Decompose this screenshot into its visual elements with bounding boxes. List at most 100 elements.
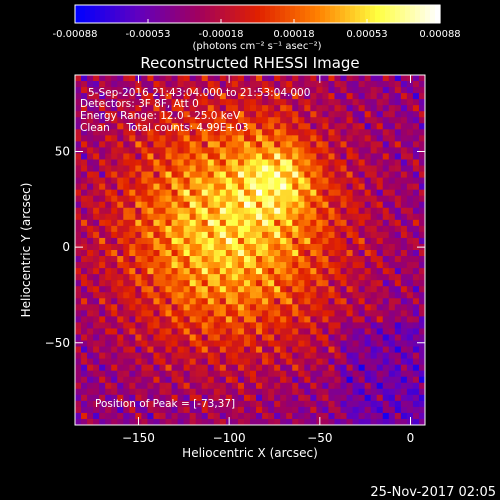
- heatmap-cell: [286, 153, 293, 160]
- heatmap-cell: [376, 213, 384, 221]
- colorbar-segment: [215, 5, 221, 23]
- heatmap-cell: [159, 388, 167, 396]
- heatmap-cell: [280, 153, 287, 160]
- heatmap-cell: [231, 394, 239, 402]
- colorbar-segment: [160, 5, 166, 23]
- heatmap-cell: [298, 280, 305, 287]
- heatmap-cell: [81, 165, 88, 173]
- heatmap-cell: [111, 237, 118, 245]
- heatmap-cell: [274, 328, 281, 335]
- heatmap-cell: [412, 334, 420, 342]
- heatmap-cell: [237, 237, 245, 245]
- heatmap-cell: [93, 400, 100, 408]
- heatmap-cell: [81, 262, 88, 269]
- heatmap-cell: [280, 117, 287, 124]
- heatmap-cell: [171, 322, 179, 329]
- heatmap-cell: [382, 165, 390, 173]
- heatmap-cell: [195, 418, 203, 426]
- heatmap-cell: [171, 207, 179, 215]
- heatmap-cell: [298, 171, 305, 179]
- heatmap-cell: [370, 328, 378, 335]
- heatmap-cell: [135, 298, 142, 305]
- heatmap-cell: [147, 219, 154, 227]
- heatmap-cell: [117, 256, 124, 263]
- heatmap-cell: [189, 153, 197, 160]
- heatmap-cell: [256, 262, 263, 269]
- heatmap-cell: [304, 243, 311, 251]
- heatmap-cell: [81, 243, 88, 251]
- heatmap-cell: [352, 141, 360, 148]
- heatmap-cell: [195, 340, 203, 348]
- heatmap-cell: [213, 286, 221, 293]
- heatmap-cell: [135, 165, 142, 173]
- heatmap-cell: [237, 274, 245, 281]
- heatmap-cell: [207, 346, 215, 354]
- heatmap-cell: [87, 388, 94, 396]
- heatmap-cell: [105, 316, 112, 323]
- heatmap-cell: [268, 250, 275, 257]
- heatmap-cell: [316, 231, 323, 239]
- heatmap-cell: [406, 304, 414, 311]
- heatmap-cell: [364, 189, 372, 197]
- heatmap-cell: [147, 225, 154, 233]
- colorbar-segment: [190, 5, 196, 23]
- heatmap-cell: [117, 292, 124, 299]
- colorbar-frame: [74, 4, 441, 24]
- heatmap-cell: [346, 304, 354, 311]
- heatmap-cell: [165, 274, 173, 281]
- heatmap-cell: [153, 81, 160, 88]
- heatmap-cell: [189, 111, 197, 118]
- heatmap-cell: [310, 394, 317, 402]
- heatmap-cell: [225, 81, 233, 88]
- heatmap-cell: [394, 111, 402, 118]
- heatmap-cell: [358, 87, 366, 94]
- heatmap-cell: [189, 370, 197, 378]
- heatmap-cell: [237, 412, 245, 420]
- heatmap-cell: [123, 81, 130, 88]
- heatmap-cell: [195, 280, 203, 287]
- heatmap-cell: [135, 135, 142, 142]
- heatmap-cell: [237, 418, 245, 426]
- heatmap-cell: [394, 262, 402, 269]
- heatmap-cell: [213, 171, 221, 179]
- heatmap-cell: [304, 165, 311, 173]
- heatmap-cell: [207, 376, 215, 384]
- heatmap-cell: [304, 231, 311, 239]
- heatmap-cell: [394, 201, 402, 209]
- heatmap-cell: [171, 382, 179, 390]
- heatmap-cell: [243, 292, 251, 299]
- heatmap-cell: [219, 75, 227, 82]
- heatmap-cell: [286, 274, 293, 281]
- heatmap-cell: [406, 207, 414, 215]
- heatmap-cell: [189, 165, 197, 173]
- heatmap-cell: [334, 243, 342, 251]
- heatmap-cell: [153, 171, 160, 179]
- heatmap-cell: [105, 262, 112, 269]
- heatmap-cell: [376, 237, 384, 245]
- heatmap-cell: [231, 225, 239, 233]
- heatmap-cell: [87, 268, 94, 275]
- heatmap-cell: [346, 117, 354, 124]
- heatmap-cell: [268, 111, 275, 118]
- heatmap-cell: [322, 334, 329, 342]
- heatmap-cell: [364, 165, 372, 173]
- heatmap-cell: [370, 298, 378, 305]
- heatmap-cell: [75, 171, 82, 179]
- heatmap-cell: [418, 171, 426, 179]
- heatmap-cell: [201, 117, 209, 124]
- heatmap-cell: [388, 111, 396, 118]
- heatmap-cell: [274, 99, 281, 106]
- heatmap-cell: [171, 334, 179, 342]
- heatmap-cell: [231, 207, 239, 215]
- heatmap-cell: [171, 364, 179, 372]
- heatmap-cell: [165, 165, 173, 173]
- heatmap-cell: [346, 147, 354, 154]
- heatmap-cell: [213, 400, 221, 408]
- heatmap-cell: [243, 334, 251, 342]
- heatmap-cell: [262, 358, 269, 366]
- heatmap-cell: [87, 231, 94, 239]
- heatmap-cell: [352, 75, 360, 82]
- heatmap-cell: [376, 171, 384, 179]
- heatmap-cell: [165, 376, 173, 384]
- heatmap-cell: [213, 231, 221, 239]
